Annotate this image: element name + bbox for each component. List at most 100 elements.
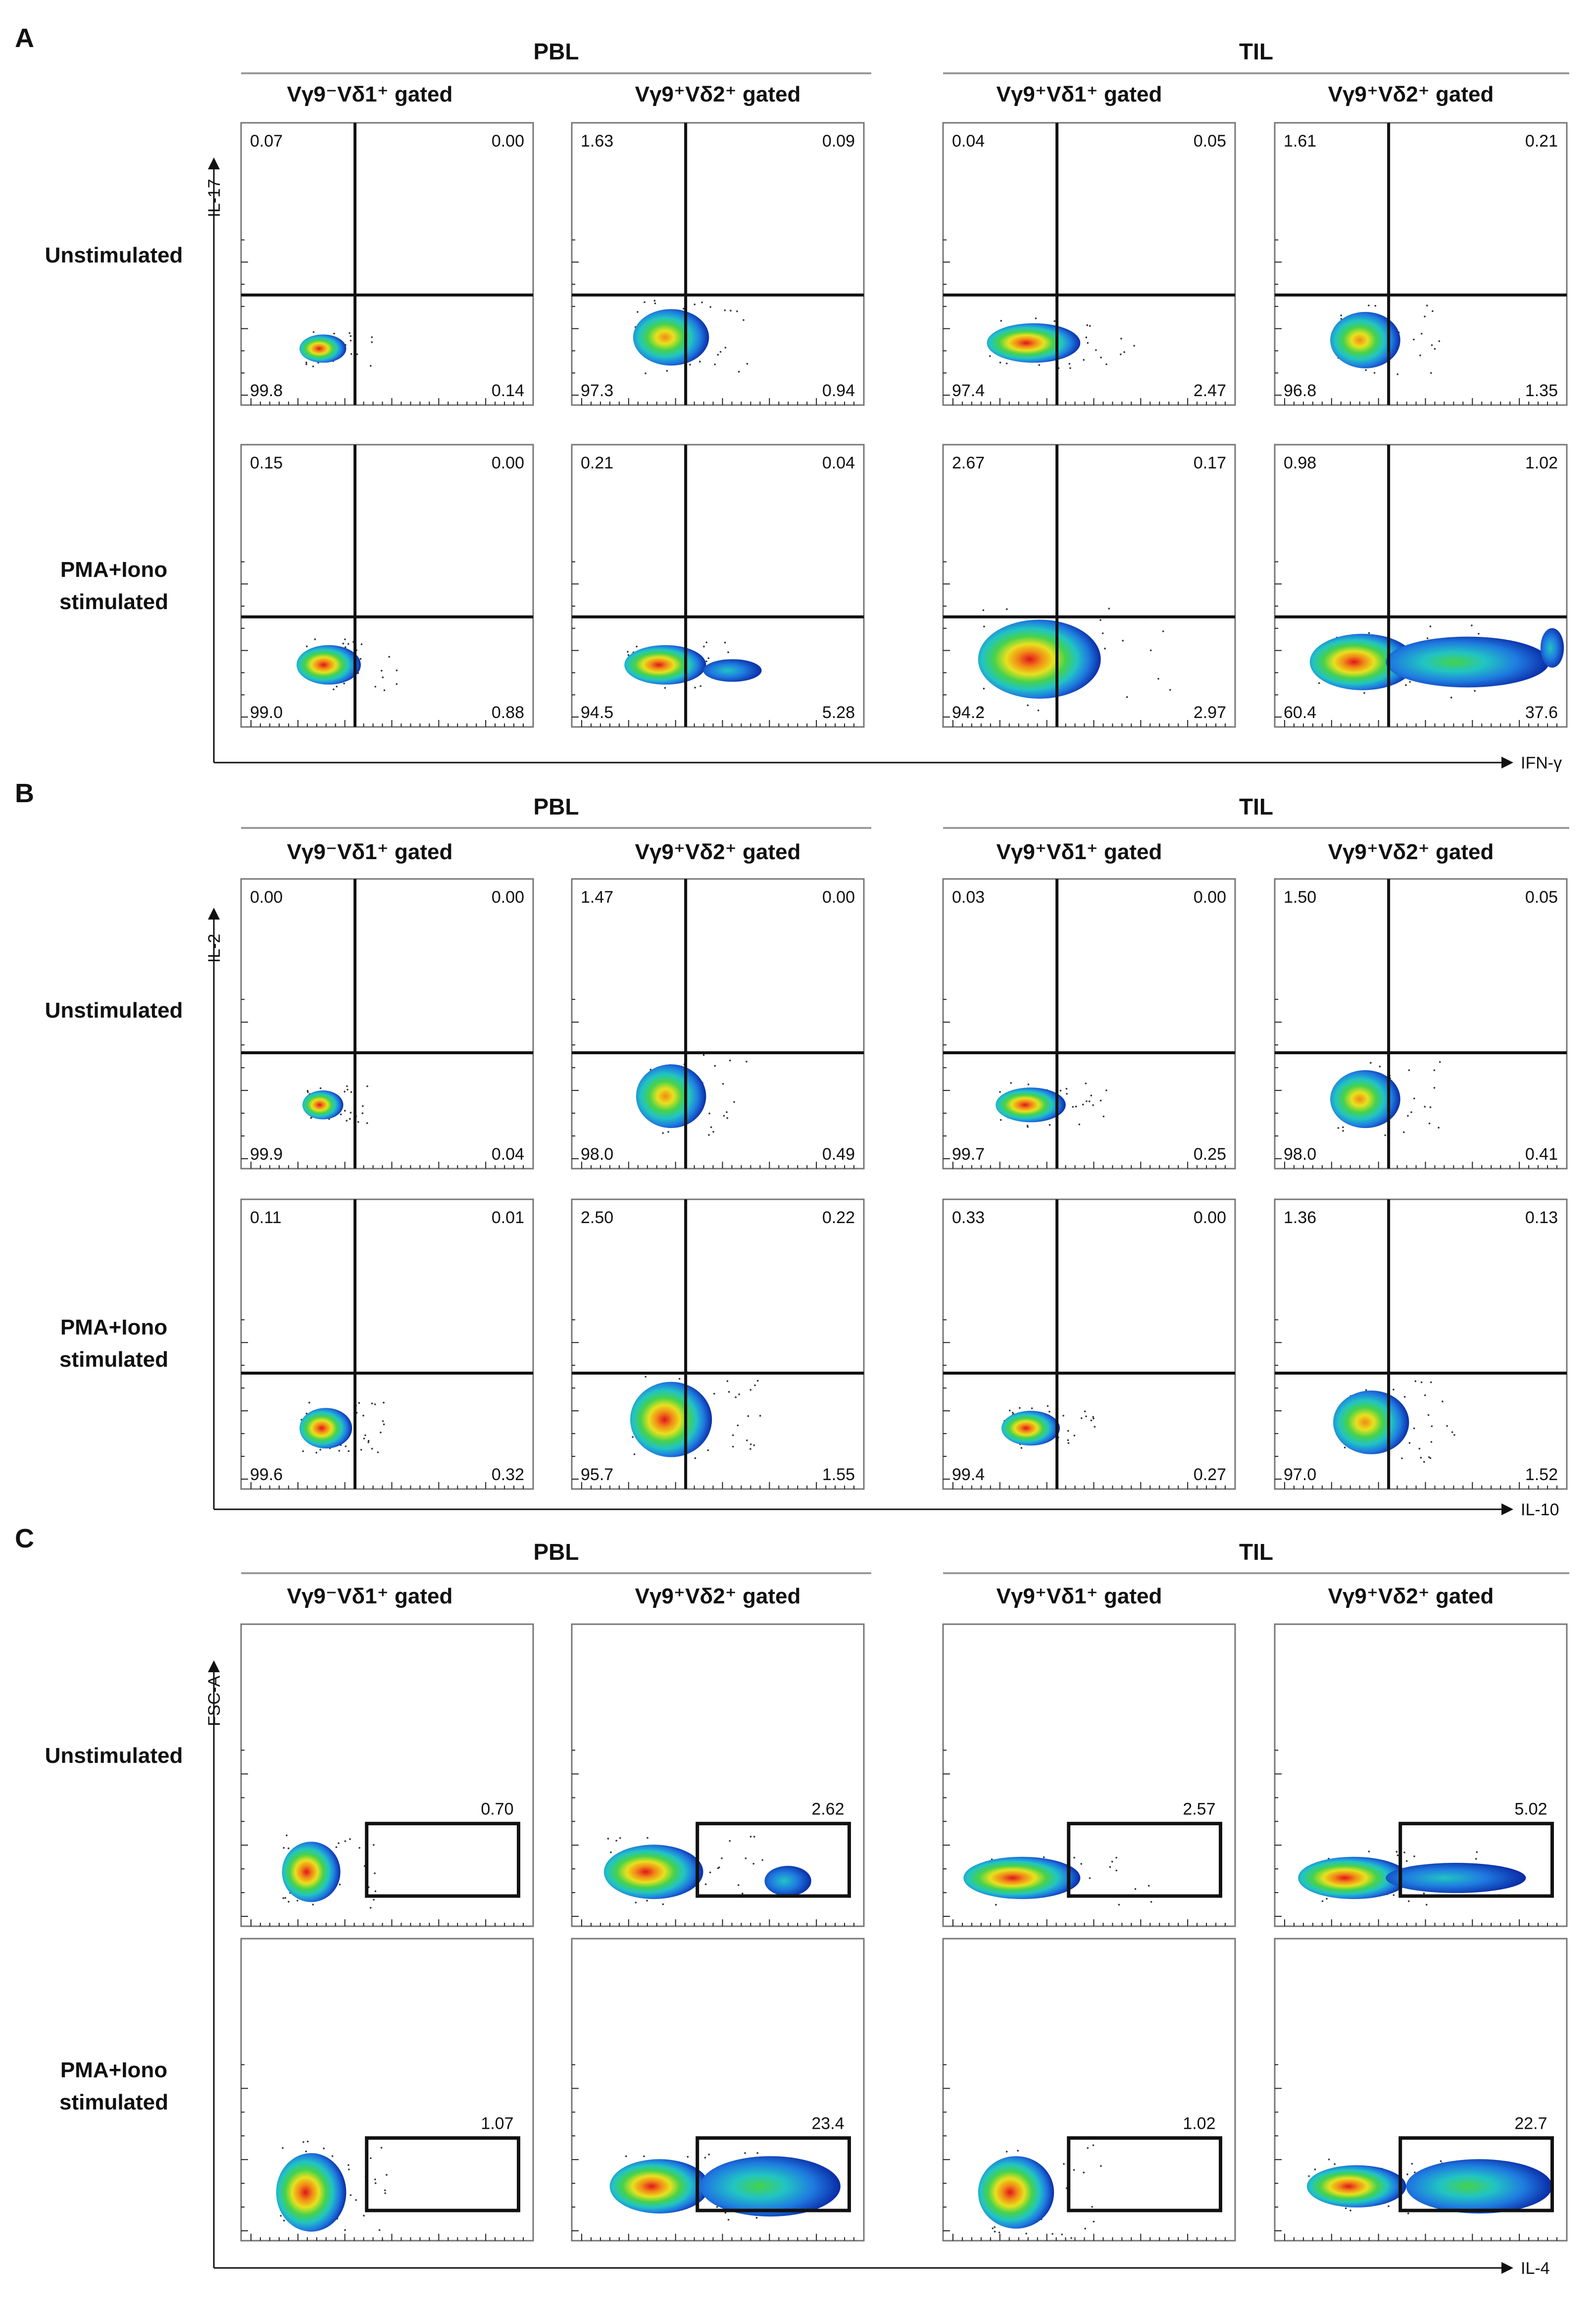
event-dot <box>1424 1106 1426 1108</box>
event-dot <box>1088 1100 1091 1102</box>
event-dot <box>358 1402 360 1404</box>
plot-b-r2-c3: 0.33 0.00 99.4 0.27 <box>942 1198 1236 1490</box>
event-dot <box>344 1840 347 1842</box>
event-dot <box>1147 1885 1150 1887</box>
event-dot <box>633 1453 636 1455</box>
quadrant-ll-percent: 99.0 <box>250 703 283 722</box>
event-dot <box>305 1412 308 1415</box>
density-population <box>1330 1070 1400 1129</box>
event-dot <box>980 707 983 710</box>
event-dot <box>1051 2233 1053 2235</box>
event-dot <box>383 1423 385 1426</box>
event-dot <box>367 1439 370 1442</box>
event-dot <box>1432 310 1434 312</box>
event-dot <box>983 625 985 628</box>
event-dot <box>343 682 345 685</box>
event-dot <box>1373 372 1376 374</box>
event-dot <box>332 688 335 690</box>
event-dot <box>632 1436 634 1438</box>
event-dot <box>999 361 1001 363</box>
event-dot <box>1349 2209 1351 2211</box>
quadrant-ur-percent: 0.00 <box>492 454 524 472</box>
event-dot <box>1409 681 1411 683</box>
event-dot <box>1314 2168 1316 2170</box>
density-population <box>636 1064 706 1129</box>
row-label: Unstimulated <box>45 998 183 1023</box>
event-dot <box>1451 1431 1453 1433</box>
quadrant-ur-percent: 0.01 <box>492 1208 524 1227</box>
quadrant-lr-percent: 0.04 <box>492 1145 524 1164</box>
event-dot <box>1063 2163 1065 2165</box>
tick-marks <box>241 1319 524 1489</box>
event-dot <box>347 643 349 645</box>
plot-a-r1-c3: 0.04 0.05 97.4 2.47 <box>942 122 1236 406</box>
event-dot <box>761 1859 763 1861</box>
event-dot <box>653 300 656 302</box>
event-dot <box>319 1087 322 1089</box>
event-dot <box>746 1061 748 1063</box>
event-dot <box>382 676 384 678</box>
event-dot <box>1089 1877 1091 1879</box>
density-population <box>297 645 361 685</box>
quadrant-ur-percent: 0.00 <box>822 888 855 907</box>
quadrant-ul-percent: 0.04 <box>952 132 985 151</box>
event-dot <box>727 2218 730 2221</box>
event-dot <box>745 1857 747 1859</box>
event-dot <box>730 309 732 312</box>
event-dot <box>1413 338 1415 341</box>
event-dot <box>1450 696 1452 699</box>
event-dot <box>678 1378 681 1380</box>
event-dot <box>1420 1456 1422 1459</box>
event-dot <box>1453 1434 1455 1436</box>
event-dot <box>636 645 638 648</box>
event-dot <box>698 360 701 363</box>
event-dot <box>1401 1457 1403 1459</box>
event-dot <box>364 1434 366 1437</box>
y-axis-label: IL-2 <box>205 934 224 963</box>
quadrant-ll-percent: 94.2 <box>952 703 985 722</box>
tick-marks <box>943 561 1226 727</box>
event-dot <box>283 2219 285 2222</box>
event-dot <box>716 2206 718 2208</box>
event-dot <box>756 2152 758 2154</box>
quadrant-ul-percent: 1.36 <box>1284 1208 1316 1227</box>
event-dot <box>1073 2169 1075 2171</box>
quadrant-lr-percent: 0.94 <box>822 381 855 400</box>
event-dot <box>733 1101 735 1103</box>
event-dot <box>312 331 315 333</box>
plot-frame <box>571 444 865 728</box>
event-dot <box>1368 1850 1370 1852</box>
event-dot <box>356 353 358 356</box>
plot-frame <box>240 444 534 728</box>
quadrant-lr-percent: 2.47 <box>1194 381 1226 400</box>
event-dot <box>371 1447 373 1450</box>
axes-a <box>208 157 1513 769</box>
event-dot <box>728 1391 730 1393</box>
event-dot <box>1082 1103 1084 1106</box>
event-dot <box>607 1838 609 1840</box>
event-dot <box>297 1900 299 1901</box>
density-cloud <box>299 1401 385 1454</box>
event-dot <box>1411 2162 1413 2165</box>
quadrant-lr-percent: 5.28 <box>822 703 855 722</box>
event-dot <box>382 1420 384 1422</box>
tick-marks <box>572 1749 854 1926</box>
event-dot <box>383 689 386 691</box>
event-dot <box>306 1089 309 1092</box>
row-label: stimulated <box>59 1347 168 1372</box>
event-dot <box>736 310 738 312</box>
event-dot <box>1418 1447 1421 1450</box>
density-cloud <box>299 331 373 367</box>
quadrant-ur-percent: 0.05 <box>1525 888 1558 907</box>
event-dot <box>746 362 748 365</box>
event-dot <box>315 1451 317 1454</box>
event-dot <box>1374 305 1377 307</box>
column-title: Vγ9⁺Vδ1⁺ gated <box>997 82 1162 106</box>
event-dot <box>383 1401 385 1404</box>
event-dot <box>1086 324 1089 326</box>
event-dot <box>367 1441 370 1443</box>
density-cloud <box>276 2140 388 2241</box>
event-dot <box>371 336 373 338</box>
panel-letter-c: C <box>15 1524 34 1553</box>
event-dot <box>1067 1442 1070 1444</box>
